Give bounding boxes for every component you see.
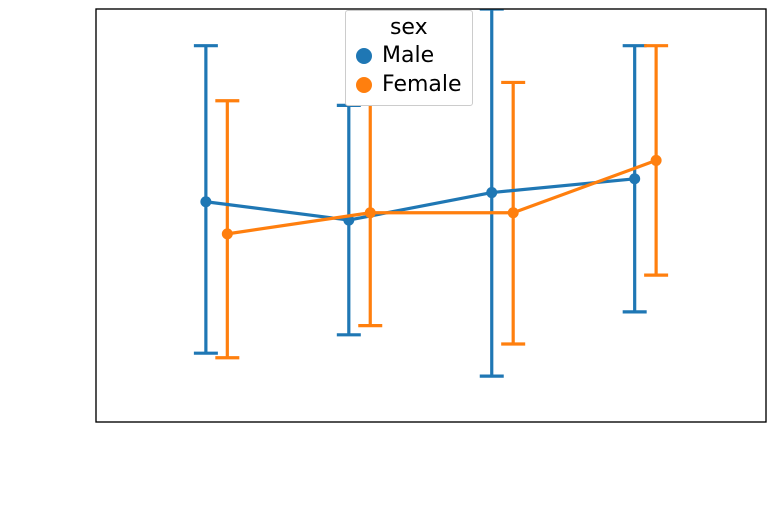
legend-item-label: Male	[382, 42, 434, 71]
legend-item: Female	[356, 71, 462, 100]
series-marker	[651, 155, 662, 166]
series-marker	[486, 187, 497, 198]
legend-item: Male	[356, 42, 462, 71]
legend-marker-icon	[356, 77, 372, 93]
series-marker	[222, 228, 233, 239]
series-marker	[629, 173, 640, 184]
chart-container: sex MaleFemale	[0, 0, 771, 525]
legend-item-label: Female	[382, 71, 462, 100]
legend-marker-icon	[356, 48, 372, 64]
series-marker	[365, 207, 376, 218]
legend-title: sex	[356, 15, 462, 40]
legend: sex MaleFemale	[345, 10, 473, 106]
series-marker	[200, 196, 211, 207]
series-marker	[508, 207, 519, 218]
